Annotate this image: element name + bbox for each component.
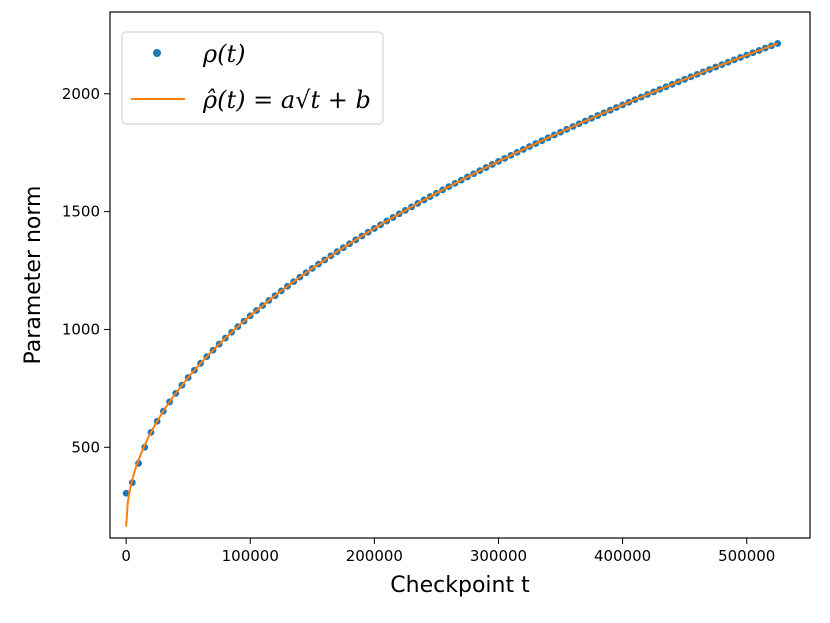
legend-label-rho: ρ(t)	[202, 40, 245, 68]
y-tick-label: 500	[71, 438, 100, 456]
y-axis: 500 1000 1500 2000	[62, 85, 110, 456]
y-tick-label: 2000	[62, 85, 100, 103]
series-fit-line	[125, 42, 779, 527]
data-point	[122, 489, 130, 497]
legend-marker-rho	[153, 49, 161, 57]
series-layer	[122, 40, 782, 527]
x-tick-label: 0	[121, 547, 131, 565]
y-tick-label: 1500	[62, 203, 100, 221]
y-axis-label: Parameter norm	[21, 186, 46, 365]
x-tick-label: 400000	[594, 547, 651, 565]
x-axis-label: Checkpoint t	[390, 573, 530, 598]
plot-frame	[109, 11, 811, 539]
x-tick-label: 500000	[718, 547, 775, 565]
x-tick-label: 100000	[222, 547, 279, 565]
x-axis: 0 100000 200000 300000 400000 500000	[121, 538, 775, 565]
x-tick-label: 200000	[346, 547, 403, 565]
y-tick-label: 1000	[62, 320, 100, 338]
legend-box	[121, 31, 384, 125]
x-tick-label: 300000	[470, 547, 527, 565]
legend-label-fit: ρ̂(t) = a√t + b	[202, 86, 371, 114]
legend: ρ(t) ρ̂(t) = a√t + b	[121, 31, 384, 125]
